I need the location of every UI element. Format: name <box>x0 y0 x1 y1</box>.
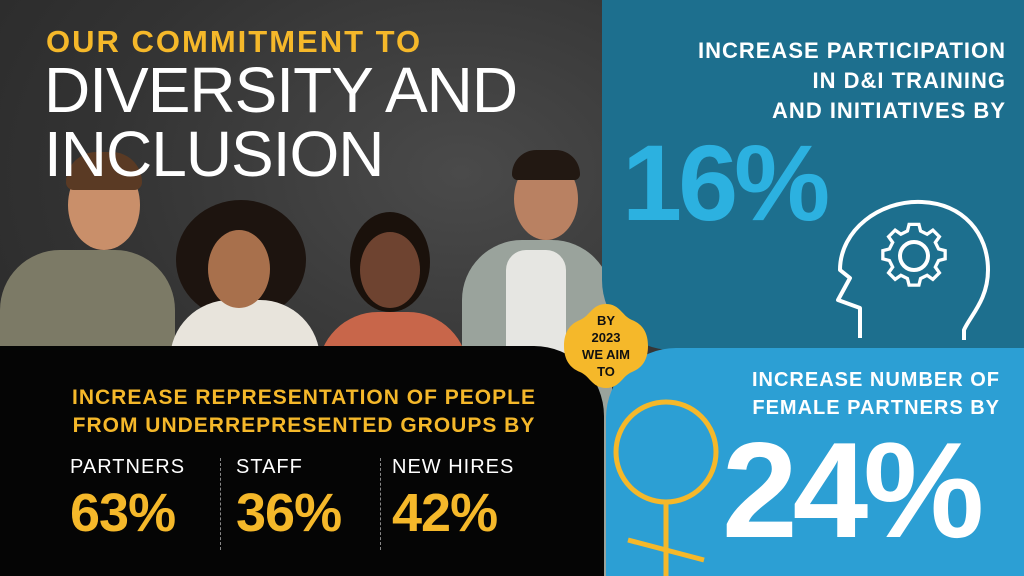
head-gear-icon <box>836 199 990 340</box>
heading-line: INCREASE NUMBER OF <box>751 369 1000 391</box>
stat-divider <box>220 458 221 550</box>
representation-panel <box>0 346 604 576</box>
page-title: DIVERSITY AND INCLUSION <box>44 54 518 190</box>
training-goal-value: 16% <box>622 122 830 243</box>
badge-line: BY <box>596 313 616 328</box>
badge-line: 2023 <box>591 330 621 345</box>
heading-line: FEMALE PARTNERS BY <box>752 397 1000 419</box>
stat-value: 42% <box>392 483 498 543</box>
person-head <box>360 232 420 308</box>
title-line: INCLUSION <box>44 118 385 190</box>
stat-staff: STAFF 36% <box>236 456 342 543</box>
badge-text: BY 2023 WE AIM TO <box>562 312 650 380</box>
heading-line: IN D&I TRAINING <box>812 68 1006 93</box>
female-partners-value: 24% <box>722 414 984 566</box>
training-goal-panel <box>602 0 1024 350</box>
stat-partners: PARTNERS 63% <box>70 456 185 541</box>
stat-new-hires: NEW HIRES 42% <box>392 456 514 541</box>
stat-label: NEW HIRES <box>392 456 515 478</box>
title-kicker: OUR COMMITMENT TO <box>46 24 423 59</box>
stat-divider <box>380 458 381 550</box>
stat-value: 36% <box>236 483 342 543</box>
heading-line: INCREASE PARTICIPATION <box>697 38 1006 63</box>
stat-value: 63% <box>70 483 176 543</box>
person-head <box>208 230 270 308</box>
badge-shape <box>564 304 648 388</box>
title-line: DIVERSITY AND <box>44 54 518 126</box>
heading-line: INCREASE REPRESENTATION OF PEOPLE <box>72 386 536 409</box>
badge-line: WE AIM <box>582 347 630 362</box>
female-symbol-icon <box>613 399 719 576</box>
training-goal-heading: INCREASE PARTICIPATION IN D&I TRAINING A… <box>626 36 1006 126</box>
heading-line: FROM UNDERREPRESENTED GROUPS BY <box>72 414 536 437</box>
stat-label: PARTNERS <box>70 456 186 478</box>
stat-label: STAFF <box>236 456 303 478</box>
person-hair <box>66 152 142 190</box>
representation-heading: INCREASE REPRESENTATION OF PEOPLE FROM U… <box>24 384 584 440</box>
person-hair <box>512 150 580 180</box>
female-partners-heading: INCREASE NUMBER OF FEMALE PARTNERS BY <box>640 366 1000 422</box>
badge-line: TO <box>597 364 615 379</box>
heading-line: AND INITIATIVES BY <box>772 98 1006 123</box>
female-partners-panel <box>606 348 1024 576</box>
